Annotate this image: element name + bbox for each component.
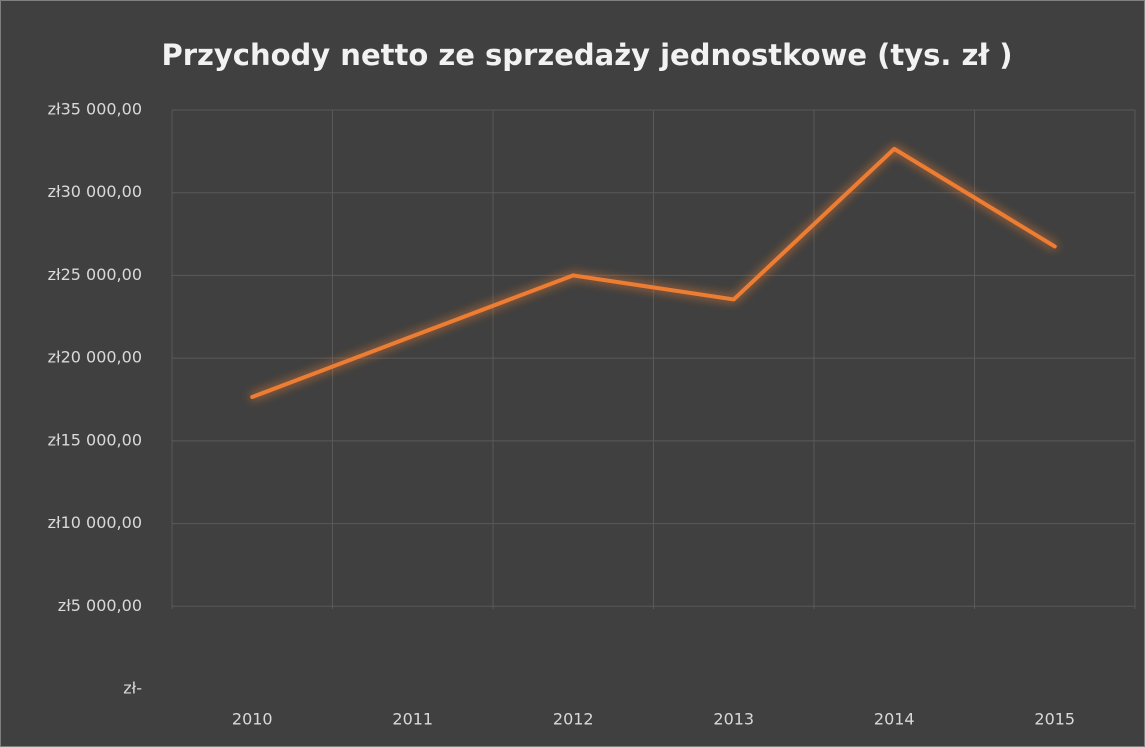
chart-title: Przychody netto ze sprzedaży jednostkowe…	[161, 38, 1012, 72]
x-tick-label: 2014	[874, 710, 915, 729]
y-tick-label: zł10 000,00	[48, 513, 142, 532]
line-series	[250, 146, 1057, 400]
y-tick-label: zł30 000,00	[48, 182, 142, 201]
x-tick-label: 2010	[232, 710, 273, 729]
y-tick-label: zł-	[123, 679, 142, 698]
y-tick-label: zł15 000,00	[48, 430, 142, 449]
y-tick-label: zł25 000,00	[48, 265, 142, 284]
x-tick-label: 2013	[713, 710, 754, 729]
x-tick-label: 2012	[553, 710, 594, 729]
x-tick-label: 2011	[392, 710, 433, 729]
y-tick-label: zł5 000,00	[58, 596, 142, 615]
x-tick-label: 2015	[1034, 710, 1075, 729]
y-tick-label: zł20 000,00	[48, 348, 142, 367]
y-tick-label: zł35 000,00	[48, 100, 142, 119]
